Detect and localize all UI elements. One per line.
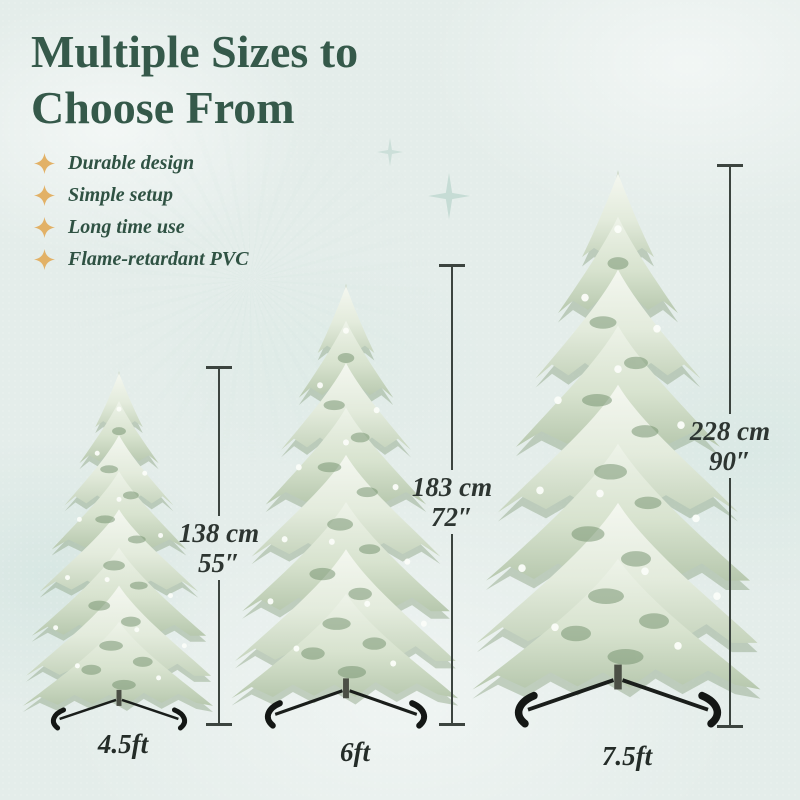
height-imperial: 55″ (198, 548, 240, 579)
page-title-line2: Choose From (31, 82, 295, 134)
size-label-large: 7.5ft (601, 741, 653, 771)
measure-bottom-cap (717, 725, 743, 728)
feature-item: Long time use (34, 214, 185, 240)
page-title-line1: Multiple Sizes to (31, 26, 359, 77)
measure-line (451, 534, 453, 723)
measure-text: 228 cm 90″ (645, 416, 800, 476)
height-metric: 228 cm (689, 416, 771, 446)
height-metric: 138 cm (178, 518, 260, 548)
size-label-small: 4.5ft (97, 729, 149, 759)
measure-top-cap (206, 366, 232, 369)
measure-line (218, 580, 220, 723)
measure-line (218, 369, 220, 516)
feature-item: Simple setup (34, 182, 173, 208)
measure-text: 183 cm 72″ (367, 472, 537, 532)
sparkle-bullet-icon (34, 216, 55, 238)
sparkle-bullet-icon (34, 248, 55, 270)
height-measure-small: 138 cm 55″ (169, 366, 269, 726)
feature-item: Flame-retardant PVC (34, 246, 249, 272)
feature-label: Long time use (68, 215, 185, 238)
height-imperial: 90″ (709, 446, 751, 477)
sparkle-icon (377, 137, 403, 167)
feature-item: Durable design (34, 150, 194, 176)
feature-label: Simple setup (68, 183, 174, 206)
size-label-medium: 6ft (340, 737, 370, 767)
measure-bottom-cap (439, 723, 465, 726)
measure-line (729, 478, 731, 725)
page-title: Multiple Sizes to Choose From (31, 24, 511, 136)
measure-line (451, 267, 453, 470)
sparkle-bullet-icon (34, 152, 55, 174)
height-metric: 183 cm (411, 472, 493, 502)
feature-label: Flame-retardant PVC (68, 247, 249, 270)
height-measure-medium: 183 cm 72″ (402, 264, 502, 726)
sparkle-bullet-icon (34, 184, 55, 206)
height-imperial: 72″ (431, 502, 473, 533)
measure-line (729, 167, 731, 414)
measure-text: 138 cm 55″ (134, 518, 304, 578)
measure-top-cap (717, 164, 743, 167)
feature-label: Durable design (68, 151, 195, 174)
measure-bottom-cap (206, 723, 232, 726)
height-measure-large: 228 cm 90″ (680, 164, 780, 728)
sparkle-icon (428, 172, 470, 220)
measure-top-cap (439, 264, 465, 267)
